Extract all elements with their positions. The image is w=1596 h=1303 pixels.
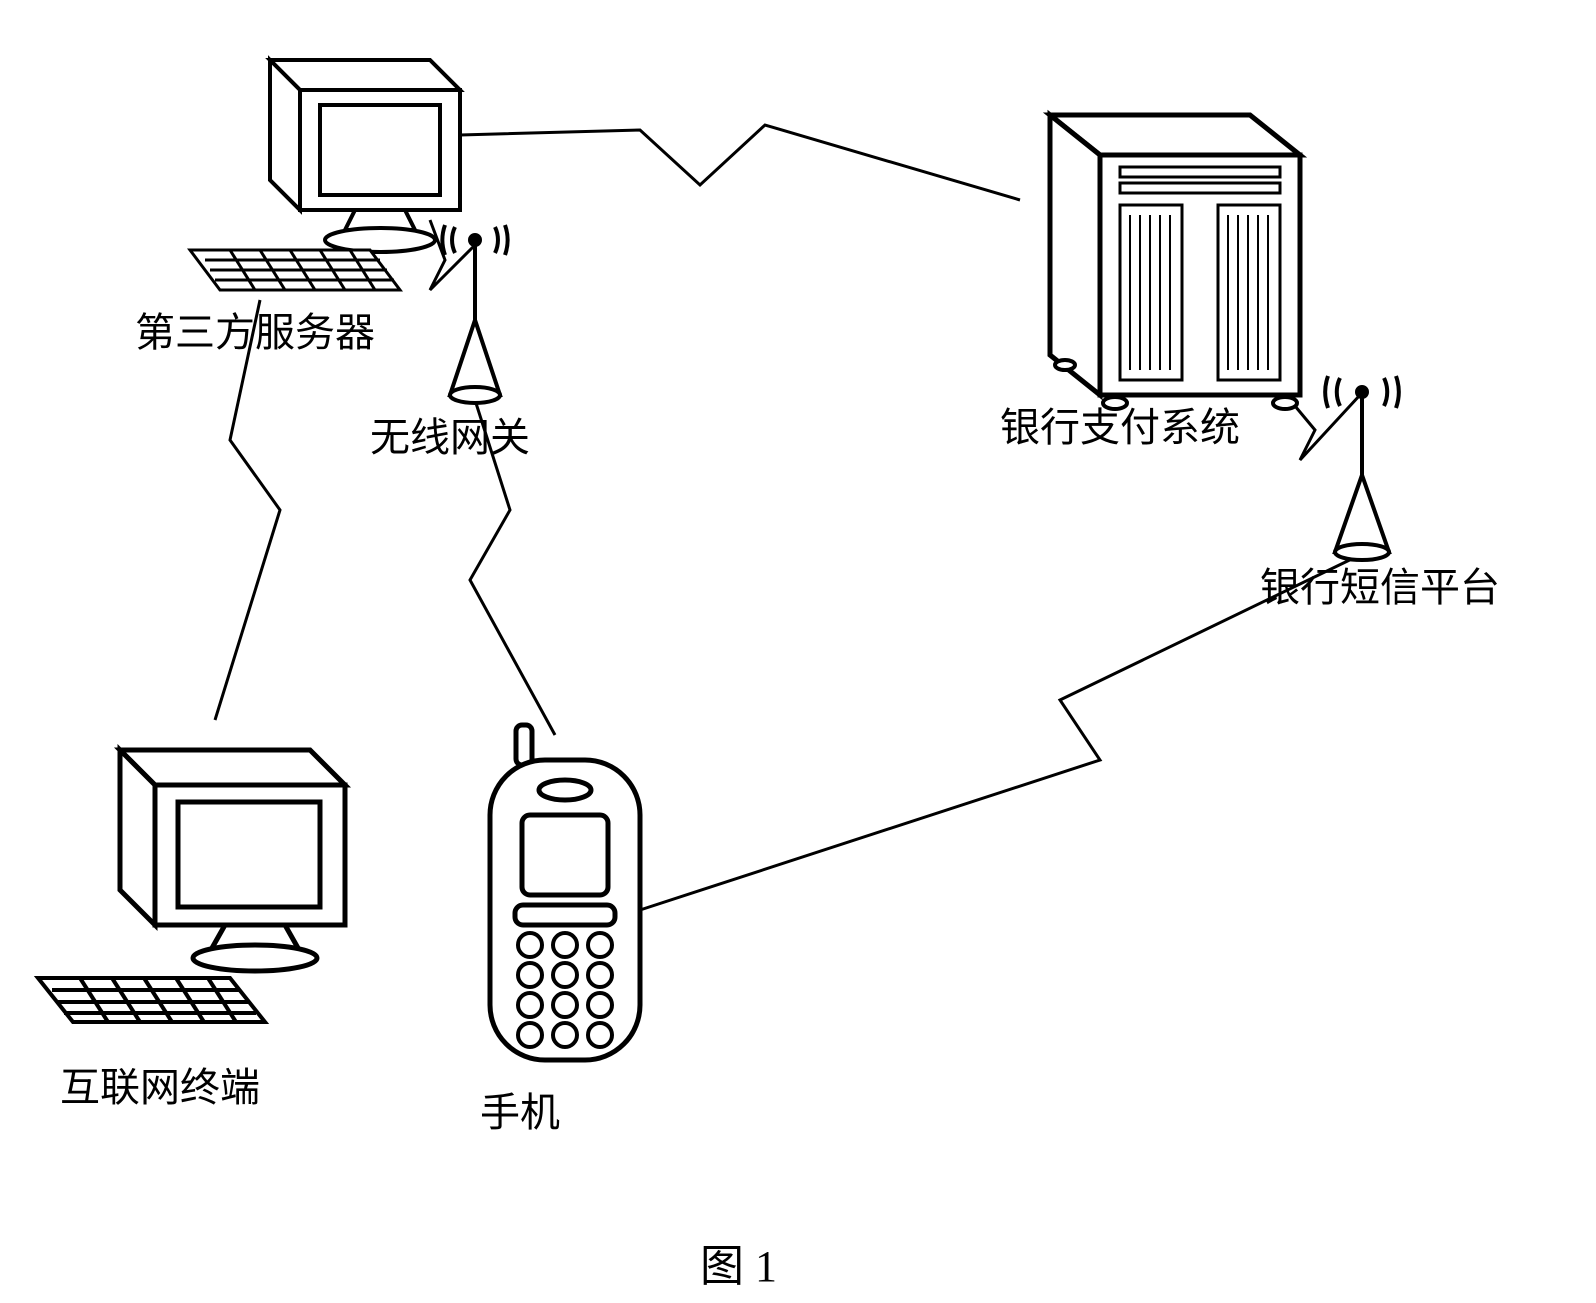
label-wireless-gateway: 无线网关 <box>370 405 530 463</box>
label-internet-terminal: 互联网终端 <box>60 1055 260 1113</box>
bank-payment-system <box>1020 65 1340 425</box>
label-bank-payment-system: 银行支付系统 <box>1000 395 1240 453</box>
label-third-party-server: 第三方服务器 <box>135 300 375 358</box>
wireless-gateway <box>420 220 560 410</box>
edge-thirdparty-bank <box>460 125 1020 200</box>
internet-terminal <box>30 720 370 1050</box>
label-mobile-phone: 手机 <box>480 1080 560 1138</box>
edge-sms-phone <box>640 555 1360 910</box>
mobile-phone <box>460 720 670 1080</box>
diagram-stage: 第三方服务器 无线网关 银行支付系统 银行短信平台 互联网终端 手机 图 1 <box>0 0 1596 1303</box>
edge-thirdparty-internet <box>215 300 280 720</box>
bank-sms-platform <box>1300 370 1450 570</box>
label-bank-sms-platform: 银行短信平台 <box>1260 555 1500 613</box>
figure-caption: 图 1 <box>700 1230 777 1294</box>
